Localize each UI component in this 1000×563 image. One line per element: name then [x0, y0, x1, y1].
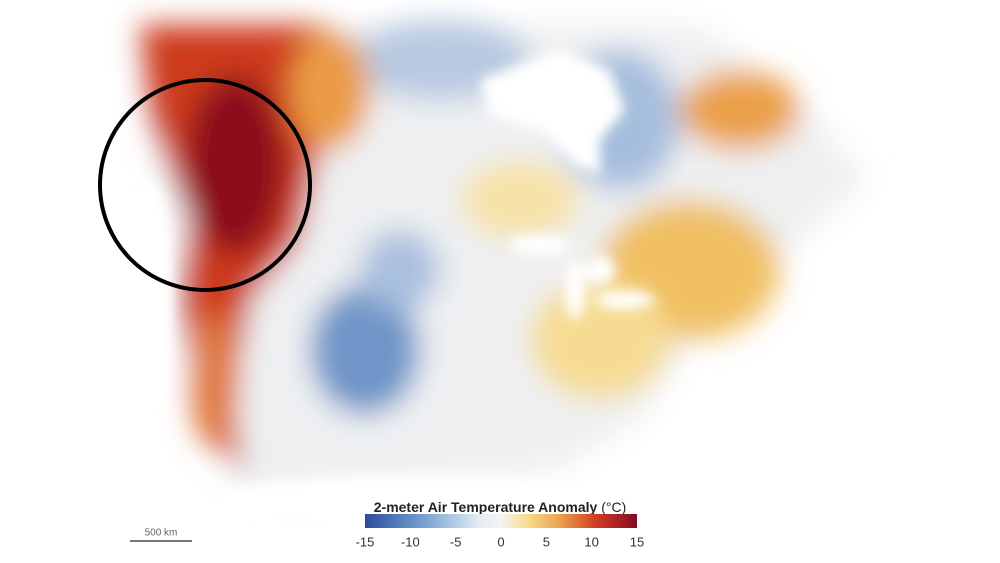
temperature-map [128, 20, 870, 525]
scale-bar-label: 500 km [145, 528, 178, 539]
highlight-circle [98, 78, 312, 292]
color-bar-tick-label: 0 [497, 534, 504, 549]
legend-unit: (°C) [601, 499, 626, 515]
legend-title: 2-meter Air Temperature Anomaly [374, 499, 598, 515]
color-bar [365, 514, 637, 528]
color-bar-tick-label: -10 [401, 534, 420, 549]
color-bar-tick-label: -5 [450, 534, 462, 549]
legend-title-group: 2-meter Air Temperature Anomaly (°C) [374, 499, 627, 515]
color-bar-tick-label: 10 [584, 534, 598, 549]
color-bar-tick-label: -15 [356, 534, 375, 549]
color-bar-tick-label: 5 [543, 534, 550, 549]
color-bar-tick-label: 15 [630, 534, 644, 549]
